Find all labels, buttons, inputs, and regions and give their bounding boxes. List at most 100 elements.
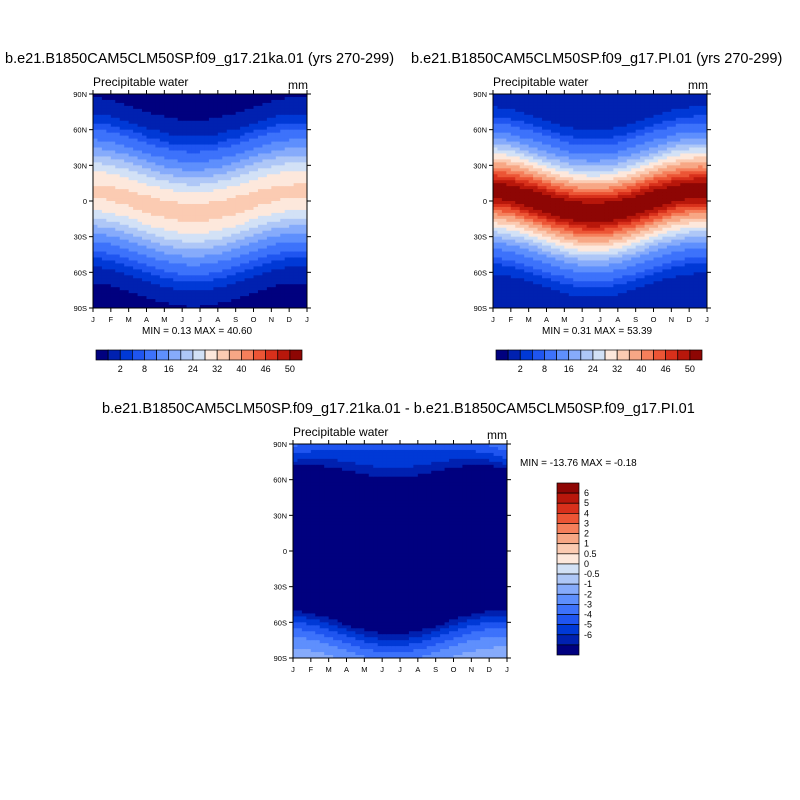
panel1-cell [137,183,143,187]
panel1-cell [191,177,197,181]
panel1-cell [182,227,188,232]
panel1-cell [142,132,147,137]
panel1-cell [302,168,308,172]
panel2-cell [573,168,579,172]
panel2-cell [493,120,498,125]
panel1-cell [177,212,183,217]
panel1-cell [204,299,210,303]
panel1-cell [244,156,250,160]
panel1-cell [293,299,299,303]
panel1-cell [106,299,112,303]
panel1-cell [298,132,304,137]
panel1-cell [128,224,134,229]
panel2-cell [555,272,561,276]
panel1-cell [213,290,219,294]
panel1-cell [177,138,183,143]
panel1-cell [271,203,277,208]
panel1-cell [177,227,183,232]
panel2-cell [542,290,547,294]
panel1-cell [177,105,183,110]
panel2-cell [510,198,516,202]
panel2-cell [542,248,547,253]
panel1-cell [298,275,304,279]
panel1-cell [168,278,174,282]
panel1-cell [217,120,223,125]
panel1-cell [137,144,143,148]
panel1-cell [226,209,232,214]
panel2-cell [506,105,512,110]
panel2-cell [524,126,530,131]
panel2-cell [564,290,570,294]
panel2-cell [510,138,516,143]
panel1-cell [226,239,232,244]
panel1-cell [208,141,214,146]
panel1-cell [150,120,156,125]
panel1-cell [159,99,165,104]
panel2-cell [577,239,583,244]
panel2-cell [515,227,521,232]
panel1-cell [177,266,183,270]
panel1-cell [293,245,299,250]
panel2-cell [497,305,503,309]
panel1-cell [244,165,250,169]
panel1-cell [262,281,268,285]
panel1-cell [195,254,201,258]
panel1-cell [159,105,165,110]
panel1-cell [226,201,232,205]
panel2-cell [546,203,552,208]
panel2-cell [519,248,525,253]
panel1-cell [106,198,112,202]
panel1-cell [173,215,179,220]
panel2-cell [510,144,516,148]
panel1-cell [133,260,139,264]
panel2-cell [550,99,556,104]
panel1-cell [177,236,183,241]
panel1-cell [182,126,188,131]
panel1-cell [289,287,295,291]
panel1-cell [115,105,121,110]
panel1-cell [97,99,103,104]
panel1-cell [128,162,134,166]
panel1-cell [146,266,152,270]
panel1-cell [262,272,268,276]
panel1-cell [240,287,246,291]
panel1-cell [142,272,147,276]
panel2-cell [546,206,552,211]
panel1-cell [155,296,161,300]
panel1-cell [226,159,232,163]
panel1-cell [226,254,232,258]
panel1-cell [119,153,125,157]
panel1-cell [257,239,263,244]
panel1-cell [128,150,134,154]
panel1-cell [244,290,250,294]
panel1-cell [275,260,281,264]
panel2-cell [546,126,552,131]
panel1-cell [262,221,268,226]
panel2-cell [577,117,583,122]
panel1-cell [159,233,165,238]
panel1-cell [271,102,277,107]
panel1-cell [262,275,268,279]
panel1-cell [204,218,210,223]
panel1-cell [93,209,98,214]
panel1-cell [150,242,156,247]
panel1-cell [298,278,304,282]
panel1-cell [222,299,228,303]
panel1-cell [186,177,192,181]
panel1-colorbar-swatch [119,349,133,361]
panel2-cell [497,212,503,217]
panel1-cell [168,105,174,110]
panel1-cell [253,123,259,128]
panel1-cell [195,114,201,119]
panel1-cell [195,195,201,199]
panel1-cell [119,99,125,104]
panel2-cell [510,227,516,232]
panel1-cell [93,212,98,217]
panel1-cell [110,144,116,148]
panel2-cell [501,96,507,101]
panel2-cell [573,230,579,235]
panel1-cell [159,174,165,178]
panel2-cell [497,162,503,166]
panel1-cell [208,174,214,178]
